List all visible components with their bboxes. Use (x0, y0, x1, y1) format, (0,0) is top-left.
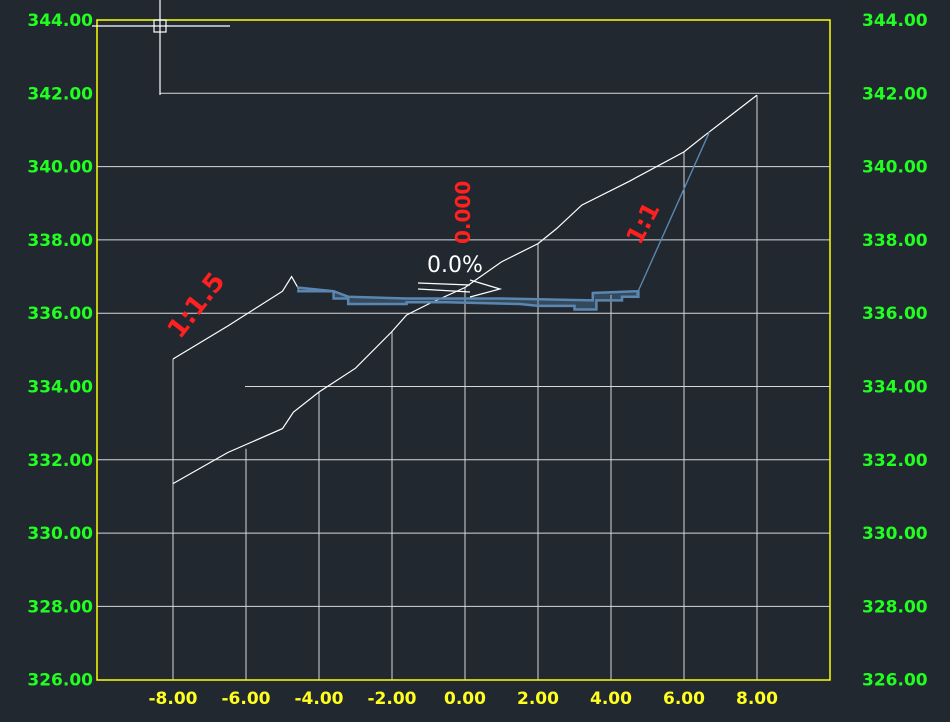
elevation-label: 344.00 (862, 11, 928, 31)
crossfall-arrow-icon (417, 279, 503, 298)
ground-line (172, 94, 758, 485)
elevation-label: 338.00 (27, 231, 93, 251)
offset-label: -6.00 (222, 689, 271, 709)
offset-label: 0.00 (444, 689, 486, 709)
pavement-layer (296, 286, 640, 311)
elevation-label: 336.00 (27, 304, 93, 324)
profile-lines (172, 94, 758, 485)
elevation-label: 326.00 (27, 671, 93, 691)
offset-label: 6.00 (663, 689, 705, 709)
elevation-label: 342.00 (27, 84, 93, 104)
offset-label: 8.00 (736, 689, 778, 709)
left-slope-label: 1:1.5 (162, 267, 232, 344)
offset-label: 2.00 (517, 689, 559, 709)
drawing-frame (96, 19, 831, 681)
elevation-label: 338.00 (862, 231, 928, 251)
elevation-axis-right: 344.00 342.00 340.00 338.00 336.00 334.00 332.… (862, 11, 928, 691)
offset-label: -8.00 (149, 689, 198, 709)
elevation-label: 334.00 (27, 378, 93, 398)
elevation-label: 342.00 (862, 84, 928, 104)
elevation-label: 332.00 (27, 451, 93, 471)
elevation-label: 334.00 (862, 378, 928, 398)
elevation-label: 344.00 (27, 11, 93, 31)
crosshair-cursor-icon (92, 0, 230, 95)
crossfall-label: 0.0% (427, 253, 483, 278)
grid-lines (97, 92, 830, 680)
left-fill-slope (172, 275, 300, 360)
offset-label: -2.00 (368, 689, 417, 709)
elevation-label: 340.00 (27, 158, 93, 178)
right-cut-slope (635, 131, 711, 296)
elevation-label: 328.00 (27, 597, 93, 617)
elevation-label: 328.00 (862, 597, 928, 617)
elevation-label: 332.00 (862, 451, 928, 471)
elevation-label: 330.00 (27, 524, 93, 544)
offset-label: -4.00 (295, 689, 344, 709)
right-slope-label: 1:1 (621, 198, 666, 249)
offset-axis: -8.00 -6.00 -4.00 -2.00 0.00 2.00 4.00 6.00 8.00 (149, 689, 779, 709)
elevation-axis-left: 344.00 342.00 340.00 338.00 336.00 334.00 332.… (27, 11, 93, 691)
offset-label: 4.00 (590, 689, 632, 709)
elevation-label: 330.00 (862, 524, 928, 544)
centerline-elevation-label: 0.000 (451, 181, 475, 244)
elevation-label: 336.00 (862, 304, 928, 324)
elevation-label: 326.00 (862, 671, 928, 691)
elevation-label: 340.00 (862, 158, 928, 178)
